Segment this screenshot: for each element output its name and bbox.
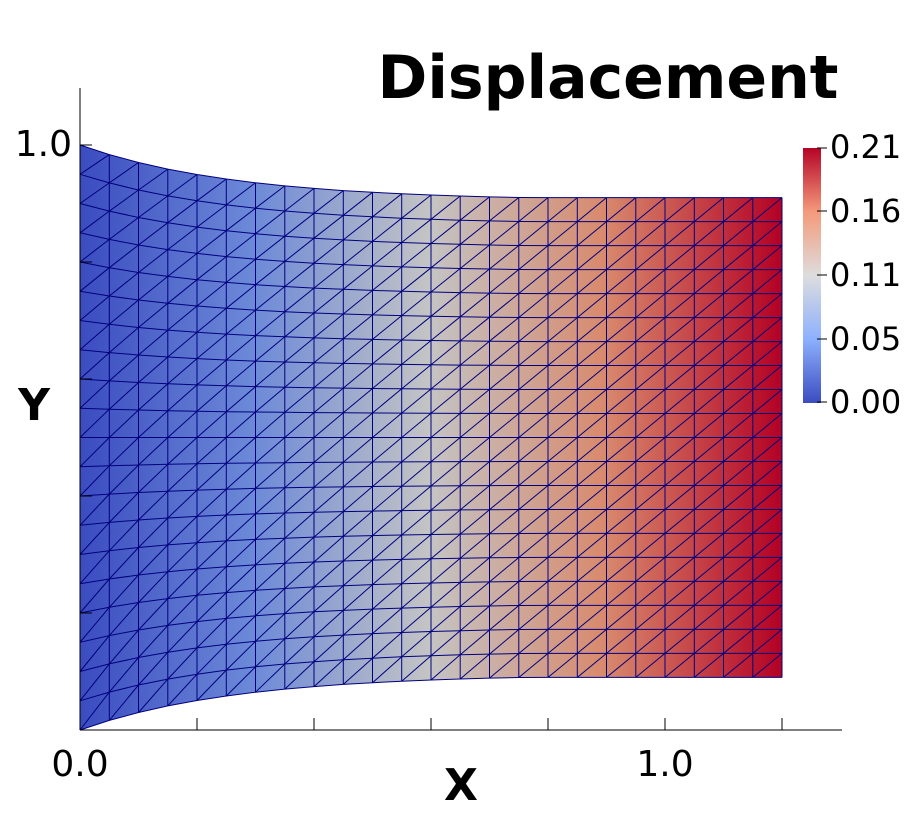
colorbar-tick-label: 0.05: [830, 320, 901, 358]
y-axis-title: Y: [17, 380, 51, 431]
x-axis-title: X: [444, 760, 478, 811]
axes: [79, 88, 842, 731]
mesh-diagonals: [79, 154, 783, 731]
x-tick-label: 0.0: [51, 744, 108, 785]
colorbar: 0.21 0.16 0.11 0.05 0.00: [803, 128, 901, 421]
colorbar-tick-label: 0.11: [830, 256, 901, 294]
x-tick-label: 1.0: [636, 744, 693, 785]
colorbar-tick-label: 0.21: [830, 128, 901, 166]
colorbar-tick-label: 0.00: [830, 383, 901, 421]
colorbar-gradient: [803, 148, 821, 403]
colorbar-tick-label: 0.16: [830, 192, 901, 230]
chart-title: Displacement: [378, 43, 839, 113]
y-tick-label: 1.0: [15, 124, 72, 165]
